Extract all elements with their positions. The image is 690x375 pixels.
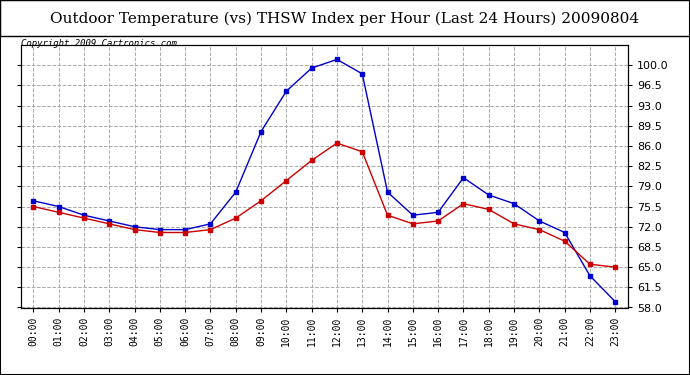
Text: Copyright 2009 Cartronics.com: Copyright 2009 Cartronics.com	[21, 39, 177, 48]
Text: Outdoor Temperature (vs) THSW Index per Hour (Last 24 Hours) 20090804: Outdoor Temperature (vs) THSW Index per …	[50, 11, 640, 26]
